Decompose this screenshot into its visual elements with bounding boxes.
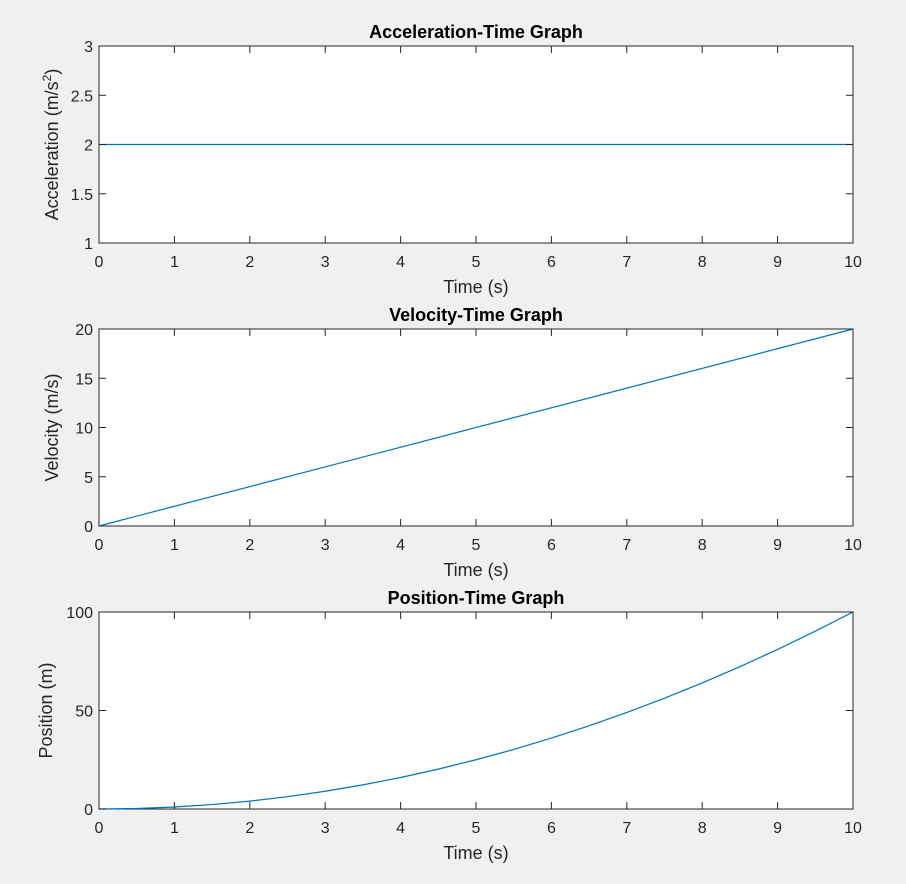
position-y-axis-label: Position (m): [36, 662, 56, 758]
acceleration-y-tick-label: 2: [84, 138, 93, 155]
position-x-tick-label: 4: [396, 820, 405, 837]
velocity-x-tick-label: 2: [245, 537, 254, 554]
position-y-tick-label: 50: [75, 704, 93, 721]
position-x-tick-label: 10: [844, 820, 862, 837]
velocity-x-tick-label: 10: [844, 537, 862, 554]
position-y-tick-label: 100: [66, 605, 93, 622]
position-x-tick-label: 1: [170, 820, 179, 837]
ylabel-close: ): [42, 69, 62, 75]
velocity-chart-title: Velocity-Time Graph: [389, 305, 563, 325]
velocity-x-tick-label: 8: [698, 537, 707, 554]
position-x-tick-label: 2: [245, 820, 254, 837]
acceleration-y-tick-label: 2.5: [71, 88, 93, 105]
position-x-tick-label: 0: [95, 820, 104, 837]
position-x-tick-label: 9: [773, 820, 782, 837]
velocity-x-tick-label: 7: [622, 537, 631, 554]
ylabel-superscript: 2: [40, 74, 54, 81]
velocity-y-tick-label: 20: [75, 322, 93, 339]
velocity-y-tick-label: 15: [75, 371, 93, 388]
position-x-tick-label: 8: [698, 820, 707, 837]
acceleration-x-tick-label: 6: [547, 254, 556, 271]
velocity-series-line: [98, 328, 854, 527]
velocity-subplot: 0 1 2 3 4 5 6 7 8 9 10 0 5 10 15 20 Velocity-Time Grap…: [42, 305, 862, 580]
position-series-line: [98, 611, 854, 810]
velocity-x-axis-label: Time (s): [443, 560, 508, 580]
acceleration-subplot: 0 1 2 3 4 5 6 7 8 9 10 11.522.53 Acceleration-Time…: [40, 22, 862, 297]
acceleration-x-tick-label: 5: [472, 254, 481, 271]
acceleration-x-tick-label: 9: [773, 254, 782, 271]
acceleration-x-tick-label: 7: [622, 254, 631, 271]
acceleration-y-tick-label: 1: [84, 236, 93, 253]
position-x-tick-label: 7: [622, 820, 631, 837]
acceleration-x-tick-label: 8: [698, 254, 707, 271]
velocity-y-axis-label: Velocity (m/s): [42, 373, 62, 481]
acceleration-x-axis-label: Time (s): [443, 277, 508, 297]
velocity-x-tick-label: 0: [95, 537, 104, 554]
acceleration-y-axis-label: Acceleration (m/s2): [40, 69, 62, 221]
acceleration-x-tick-label: 2: [245, 254, 254, 271]
position-x-axis-label: Time (s): [443, 843, 508, 863]
velocity-x-tick-label: 5: [472, 537, 481, 554]
velocity-y-tick-label: 0: [84, 519, 93, 536]
velocity-x-tick-label: 3: [321, 537, 330, 554]
acceleration-x-tick-label: 3: [321, 254, 330, 271]
velocity-x-tick-label: 6: [547, 537, 556, 554]
velocity-y-tick-label: 5: [84, 470, 93, 487]
acceleration-y-tick-label: 3: [84, 39, 93, 56]
acceleration-y-tick-label: 1.5: [71, 187, 93, 204]
position-y-tick-label: 0: [84, 802, 93, 819]
acceleration-x-tick-label: 1: [170, 254, 179, 271]
acceleration-chart-title: Acceleration-Time Graph: [369, 22, 583, 42]
acceleration-x-tick-label: 10: [844, 254, 862, 271]
position-x-tick-label: 5: [472, 820, 481, 837]
velocity-x-tick-label: 1: [170, 537, 179, 554]
velocity-x-tick-label: 4: [396, 537, 405, 554]
position-axes-area: [98, 611, 854, 810]
acceleration-x-tick-label: 0: [95, 254, 104, 271]
position-x-tick-label: 6: [547, 820, 556, 837]
position-x-tick-label: 3: [321, 820, 330, 837]
velocity-y-tick-label: 10: [75, 421, 93, 438]
position-chart-title: Position-Time Graph: [388, 588, 565, 608]
acceleration-x-tick-label: 4: [396, 254, 405, 271]
ylabel-base: Acceleration (m/s: [42, 81, 62, 220]
velocity-x-tick-label: 9: [773, 537, 782, 554]
